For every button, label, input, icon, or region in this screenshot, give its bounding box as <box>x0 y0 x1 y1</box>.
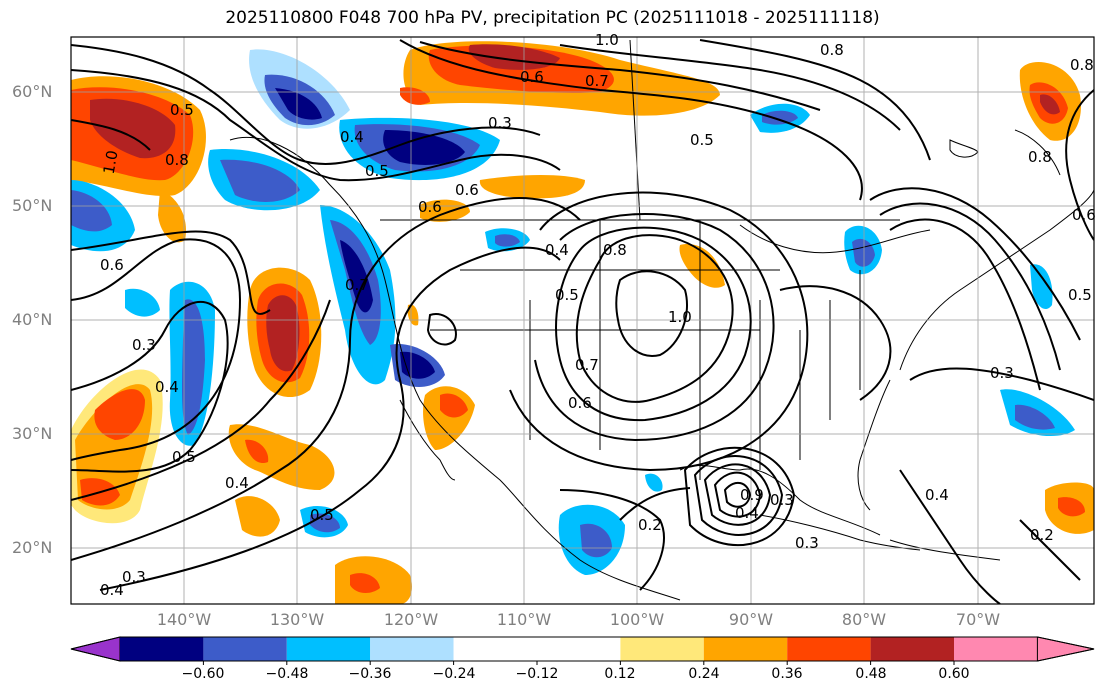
contour-label: 0.7 <box>575 356 599 374</box>
contour-label: 0.8 <box>603 241 627 259</box>
contour-labels: 1.0 0.5 0.8 0.6 0.3 0.4 0.5 0.4 0.5 0.3 … <box>100 31 1096 599</box>
colorbar-segment <box>70 636 121 662</box>
contour-label: 0.6 <box>100 256 124 274</box>
contour-label: 0.5 <box>1068 286 1092 304</box>
lon-label: 80°W <box>841 610 887 629</box>
colorbar-segment <box>954 637 1038 661</box>
contour-label: 0.4 <box>100 581 124 599</box>
contour-label: 0.5 <box>365 162 389 180</box>
colorbar-label: −0.12 <box>515 666 559 682</box>
contour-label: 0.8 <box>1028 148 1052 166</box>
colorbar-segment <box>870 637 954 661</box>
colorbar-segment <box>703 637 788 661</box>
contour-label: 0.5 <box>555 286 579 304</box>
contour-label: 0.6 <box>520 68 544 86</box>
contour-label: 0.2 <box>1030 526 1054 544</box>
colorbar-label: −0.60 <box>181 666 225 682</box>
colorbar-segment <box>537 637 621 661</box>
map-title: 2025110800 F048 700 hPa PV, precipitatio… <box>225 8 880 28</box>
lat-label: 20°N <box>12 538 53 557</box>
colorbar-label: 0.48 <box>855 666 887 682</box>
colorbar-segment <box>1036 636 1095 662</box>
colorbar-segment <box>120 637 204 661</box>
colorbar-segment <box>370 637 454 661</box>
contour-label: 0.6 <box>568 394 592 412</box>
lat-label: 30°N <box>12 424 53 443</box>
colorbar-segment <box>787 637 871 661</box>
colorbar-segment <box>620 637 704 661</box>
colorbar-label: −0.24 <box>432 666 476 682</box>
contour-label: 0.9 <box>740 486 764 504</box>
contour-label: 0.8 <box>1070 56 1094 74</box>
contour-label: 0.4 <box>225 474 249 492</box>
contour-label: 0.4 <box>155 378 179 396</box>
contour-label: 0.3 <box>990 364 1014 382</box>
colorbar-segment <box>453 637 537 661</box>
lat-label: 50°N <box>12 196 53 215</box>
contour-label: 0.5 <box>170 101 194 119</box>
lat-label: 40°N <box>12 310 53 329</box>
contour-label: 1.0 <box>100 149 122 176</box>
contour-label: 0.4 <box>545 241 569 259</box>
contour-label: 1.0 <box>595 31 619 49</box>
contour-label: 0.3 <box>795 534 819 552</box>
colorbar-segment <box>203 637 287 661</box>
colorbar-label: 0.60 <box>938 666 970 682</box>
colorbar-label: 0.36 <box>771 666 803 682</box>
contour-label: 0.5 <box>310 506 334 524</box>
colorbar-label: −0.36 <box>348 666 392 682</box>
contour-label: 0.2 <box>638 516 662 534</box>
lon-label: 110°W <box>496 610 552 629</box>
colorbar-label: 0.12 <box>604 666 636 682</box>
contour-label: 0.5 <box>172 448 196 466</box>
pv-contours <box>71 39 1094 604</box>
graticule <box>71 37 1094 604</box>
contour-label: 0.4 <box>925 486 949 504</box>
contour-label: 0.5 <box>690 131 714 149</box>
coastlines <box>229 39 1094 601</box>
contour-label: 1.0 <box>668 308 692 326</box>
contour-label: 0.3 <box>132 336 156 354</box>
lon-label: 70°W <box>955 610 1001 629</box>
contour-label: 0.8 <box>165 151 189 169</box>
precip-shading <box>71 41 1094 604</box>
contour-label: 0.6 <box>455 181 479 199</box>
contour-label: 0.4 <box>340 128 364 146</box>
contour-label: 0.7 <box>585 72 609 90</box>
lon-label: 90°W <box>728 610 774 629</box>
contour-label: 0.6 <box>1072 206 1096 224</box>
contour-label: 0.7 <box>345 276 369 294</box>
colorbar <box>70 636 1095 665</box>
colorbar-label: 0.24 <box>688 666 720 682</box>
colorbar-segment <box>286 637 371 661</box>
contour-label: 0.3 <box>488 114 512 132</box>
lon-label: 130°W <box>269 610 325 629</box>
contour-label: 0.4 <box>735 504 759 522</box>
lon-label: 120°W <box>383 610 439 629</box>
colorbar-label: −0.48 <box>265 666 309 682</box>
contour-label: 0.3 <box>770 491 794 509</box>
contour-label: 0.8 <box>820 41 844 59</box>
map-frame <box>70 36 1095 605</box>
lon-label: 100°W <box>609 610 665 629</box>
lat-label: 60°N <box>12 82 53 101</box>
lon-label: 140°W <box>156 610 212 629</box>
contour-label: 0.3 <box>122 568 146 586</box>
contour-label: 0.6 <box>418 198 442 216</box>
